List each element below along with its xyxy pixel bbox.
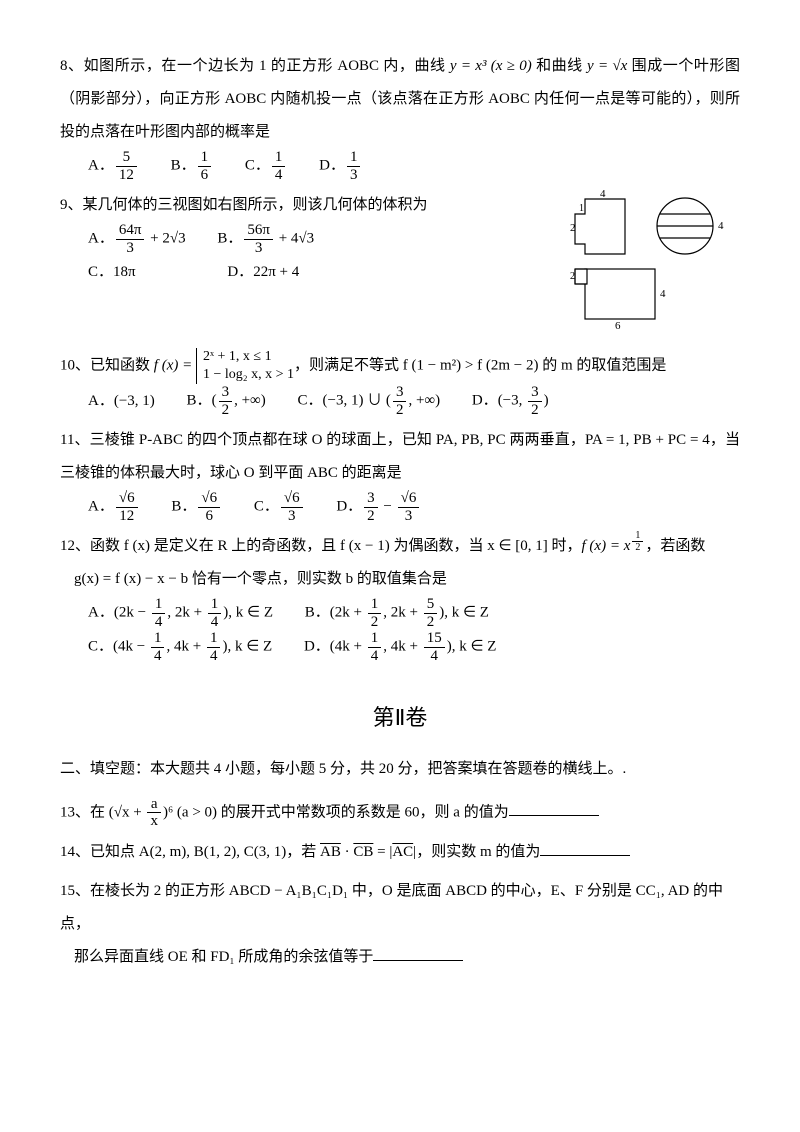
q13-num: 13、	[60, 804, 90, 820]
q14-ta: 已知点 A(2, m), B(1, 2), C(3, 1)，若	[90, 844, 320, 860]
svg-text:4: 4	[718, 220, 724, 232]
q10-opt-b: B．(32, +∞)	[187, 384, 266, 418]
q8-num: 8、	[60, 58, 84, 74]
q12-fx: f (x) = x	[582, 538, 631, 554]
svg-text:4: 4	[600, 189, 606, 200]
svg-text:2: 2	[570, 271, 575, 282]
q8-ta: 如图所示，在一个边长为 1 的正方形 AOBC 内，曲线	[84, 58, 450, 74]
q11-text: 11、三棱锥 P-ABC 的四个顶点都在球 O 的球面上，已知 PA, PB, …	[60, 424, 740, 490]
q11-body: 三棱锥 P-ABC 的四个顶点都在球 O 的球面上，已知 PA, PB, PC …	[60, 432, 740, 481]
q14-num: 14、	[60, 844, 90, 860]
q9-opt-c: C．18π	[88, 256, 136, 289]
section-2-sub: 二、填空题：本大题共 4 小题，每小题 5 分，共 20 分，把答案填在答题卷的…	[60, 753, 740, 786]
blank-13	[509, 800, 599, 816]
svg-text:6: 6	[615, 320, 621, 329]
blank-15	[373, 945, 463, 961]
question-12: 12、函数 f (x) 是定义在 R 上的奇函数，且 f (x − 1) 为偶函…	[60, 530, 740, 664]
q15-tb: 那么异面直线 OE 和 FD₁ 所成角的余弦值等于	[74, 949, 373, 965]
q9-opt-a: A．64π3 + 2√3	[88, 222, 186, 256]
q11-opt-b: B．√66	[171, 490, 222, 524]
question-8: 8、如图所示，在一个边长为 1 的正方形 AOBC 内，曲线 y = x³ (x…	[60, 50, 740, 183]
q12-num: 12、	[60, 538, 90, 554]
section-2-title: 第Ⅱ卷	[60, 694, 740, 742]
q15-num: 15、	[60, 883, 90, 899]
q10-text: 10、已知函数 f (x) = 2ˣ + 1, x ≤ 11 − log₂ x,…	[60, 348, 740, 384]
q12-ta: 函数 f (x) 是定义在 R 上的奇函数，且 f (x − 1) 为偶函数，当…	[90, 538, 582, 554]
question-9: 4 2 1 4 2 4 6 9、某几何体的三视图如右图所示，则	[60, 189, 740, 342]
q8-opt-c: C．14	[245, 149, 288, 183]
piecewise: 2ˣ + 1, x ≤ 11 − log₂ x, x > 1	[196, 348, 294, 384]
q12-tc: g(x) = f (x) − x − b 恰有一个零点，则实数 b 的取值集合是	[74, 571, 447, 587]
q8-opt-a: A．512	[88, 149, 139, 183]
svg-text:1: 1	[579, 203, 584, 214]
q12-opt-d: D．(4k + 14, 4k + 154), k ∈ Z	[304, 630, 497, 664]
q10-opt-a: A．(−3, 1)	[88, 385, 155, 418]
q9-body: 某几何体的三视图如右图所示，则该几何体的体积为	[83, 197, 428, 213]
question-14: 14、已知点 A(2, m), B(1, 2), C(3, 1)，若 AB · …	[60, 836, 740, 869]
question-8-text: 8、如图所示，在一个边长为 1 的正方形 AOBC 内，曲线 y = x³ (x…	[60, 50, 740, 149]
three-view-figure: 4 2 1 4 2 4 6	[570, 189, 740, 342]
q9-num: 9、	[60, 197, 83, 213]
q12-text2: g(x) = f (x) − x − b 恰有一个零点，则实数 b 的取值集合是	[60, 563, 740, 596]
q13-tb: )⁶ (a > 0) 的展开式中常数项的系数是 60，则 a 的值为	[163, 804, 509, 820]
q14-tb: ，则实数 m 的值为	[416, 844, 540, 860]
q11-num: 11、	[60, 432, 90, 448]
q8-options: A．512 B．16 C．14 D．13	[60, 149, 740, 183]
q10-lead: 已知函数	[90, 358, 154, 374]
q9-opt-b: B．56π3 + 4√3	[217, 222, 314, 256]
q8-opt-b: B．16	[171, 149, 214, 183]
q12-text: 12、函数 f (x) 是定义在 R 上的奇函数，且 f (x − 1) 为偶函…	[60, 530, 740, 563]
q11-opt-a: A．√612	[88, 490, 140, 524]
vec-ab: AB	[320, 844, 341, 860]
q10-fx: f (x) =	[154, 358, 196, 374]
q10-options: A．(−3, 1) B．(32, +∞) C．(−3, 1) ∪ (32, +∞…	[60, 384, 740, 418]
three-view-svg: 4 2 1 4 2 4 6	[570, 189, 740, 329]
q11-opt-d: D．32 − √63	[336, 490, 421, 524]
q8-opt-d: D．13	[319, 149, 362, 183]
q12-opt-c: C．(4k − 14, 4k + 14), k ∈ Z	[88, 630, 272, 664]
vec-ac: AC	[392, 844, 413, 860]
question-15: 15、在棱长为 2 的正方形 ABCD − A₁B₁C₁D₁ 中，O 是底面 A…	[60, 875, 740, 974]
q12-opt-b: B．(2k + 12, 2k + 52), k ∈ Z	[305, 596, 489, 630]
q12-opt-a: A．(2k − 14, 2k + 14), k ∈ Z	[88, 596, 273, 630]
q15-line2: 那么异面直线 OE 和 FD₁ 所成角的余弦值等于	[60, 941, 740, 974]
svg-text:2: 2	[570, 222, 576, 234]
vec-cb: CB	[353, 844, 373, 860]
q13-ta: 在 (√x +	[90, 804, 145, 820]
question-13: 13、在 (√x + ax)⁶ (a > 0) 的展开式中常数项的系数是 60，…	[60, 796, 740, 830]
q12-options: A．(2k − 14, 2k + 14), k ∈ Z B．(2k + 12, …	[60, 596, 740, 664]
q8-tb: 和曲线	[532, 58, 587, 74]
q11-opt-c: C．√63	[254, 490, 305, 524]
q15-ta: 在棱长为 2 的正方形 ABCD − A₁B₁C₁D₁ 中，O 是底面 ABCD…	[60, 883, 723, 932]
q9-opt-d: D．22π + 4	[227, 256, 299, 289]
q8-f1: y = x³ (x ≥ 0)	[450, 58, 532, 74]
q8-f2: y = √x	[587, 58, 627, 74]
q11-options: A．√612 B．√66 C．√63 D．32 − √63	[60, 490, 740, 524]
q10-opt-c: C．(−3, 1) ∪ (32, +∞)	[297, 384, 440, 418]
q10-opt-d: D．(−3, 32)	[472, 384, 549, 418]
q10-tail: ，则满足不等式 f (1 − m²) > f (2m − 2) 的 m 的取值范…	[294, 358, 666, 374]
blank-14	[540, 840, 630, 856]
question-11: 11、三棱锥 P-ABC 的四个顶点都在球 O 的球面上，已知 PA, PB, …	[60, 424, 740, 524]
svg-text:4: 4	[660, 288, 666, 300]
question-10: 10、已知函数 f (x) = 2ˣ + 1, x ≤ 11 − log₂ x,…	[60, 348, 740, 418]
q10-num: 10、	[60, 358, 90, 374]
q12-tb: ，若函数	[645, 538, 705, 554]
